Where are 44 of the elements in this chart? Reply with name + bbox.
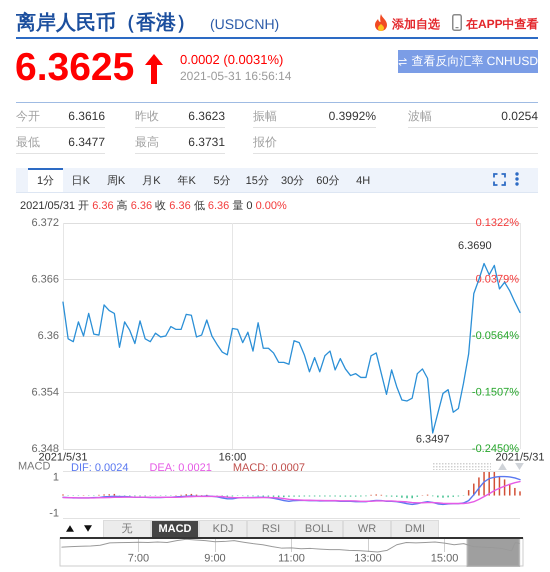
text: 6.3477 (68, 135, 105, 149)
x-tick-label: 2021/5/31 (496, 452, 544, 464)
text: 添加自选 (392, 16, 440, 33)
text: 2021-05-31 16:56:14 (180, 69, 292, 83)
text: 6.3623 (188, 109, 225, 123)
text: 0.0002 (0.0031%) (180, 52, 284, 67)
y-tick-label: 6.354 (31, 386, 59, 398)
text: DIF: 0.0024 (71, 462, 128, 474)
x-tick-label: 9:00 (204, 552, 226, 564)
y-tick-label: -1 (49, 508, 59, 520)
x-tick-label: 11:00 (278, 552, 305, 564)
y-tick-label: 6.36 (38, 330, 59, 342)
text: 最高 (135, 134, 159, 150)
text: 6.3731 (188, 135, 225, 149)
series-label: MACD: 0.0007 (232, 462, 306, 474)
text: 6.3616 (68, 109, 105, 123)
y2-tick-label: -0.0564% (472, 330, 520, 342)
text: DEA: 0.0021 (149, 462, 212, 474)
y2-tick-label: 0.1322% (476, 217, 520, 229)
y-tick-label: 6.366 (31, 274, 59, 286)
y2-tick-label: -0.1507% (472, 386, 520, 398)
y-tick-label: 1 (52, 471, 59, 484)
annotation: 6.3497 (416, 433, 450, 446)
text: 振幅 (253, 108, 277, 124)
text: 在APP中查看 (466, 16, 539, 33)
x-tick-label: 13:00 (354, 552, 382, 564)
text: 今开 (16, 108, 40, 124)
text: 报价 (253, 134, 277, 150)
x-tick-label: 15:00 (430, 552, 458, 564)
text: 波幅 (408, 108, 432, 124)
y-tick-label: 6.372 (31, 217, 59, 229)
text: 最低 (16, 134, 40, 150)
text: 离岸人民币（香港） (16, 10, 196, 36)
text: 6.3625 (15, 46, 134, 89)
x-tick-label: 2021/5/31 (38, 452, 88, 464)
text: 0.3992% (328, 109, 376, 123)
text: 0.0254 (501, 109, 538, 123)
annotation: 6.3690 (458, 240, 492, 253)
x-tick-label: 16:00 (218, 452, 246, 464)
text: (USDCNH) (210, 16, 280, 32)
text: 2021/05/31 开 6.36 高 6.36 收 6.36 低 6.36 量 0 0.00% (20, 200, 287, 212)
chart-title: MACD (18, 460, 50, 472)
x-tick-label: 7:00 (128, 552, 150, 564)
text: 昨收 (135, 108, 159, 124)
